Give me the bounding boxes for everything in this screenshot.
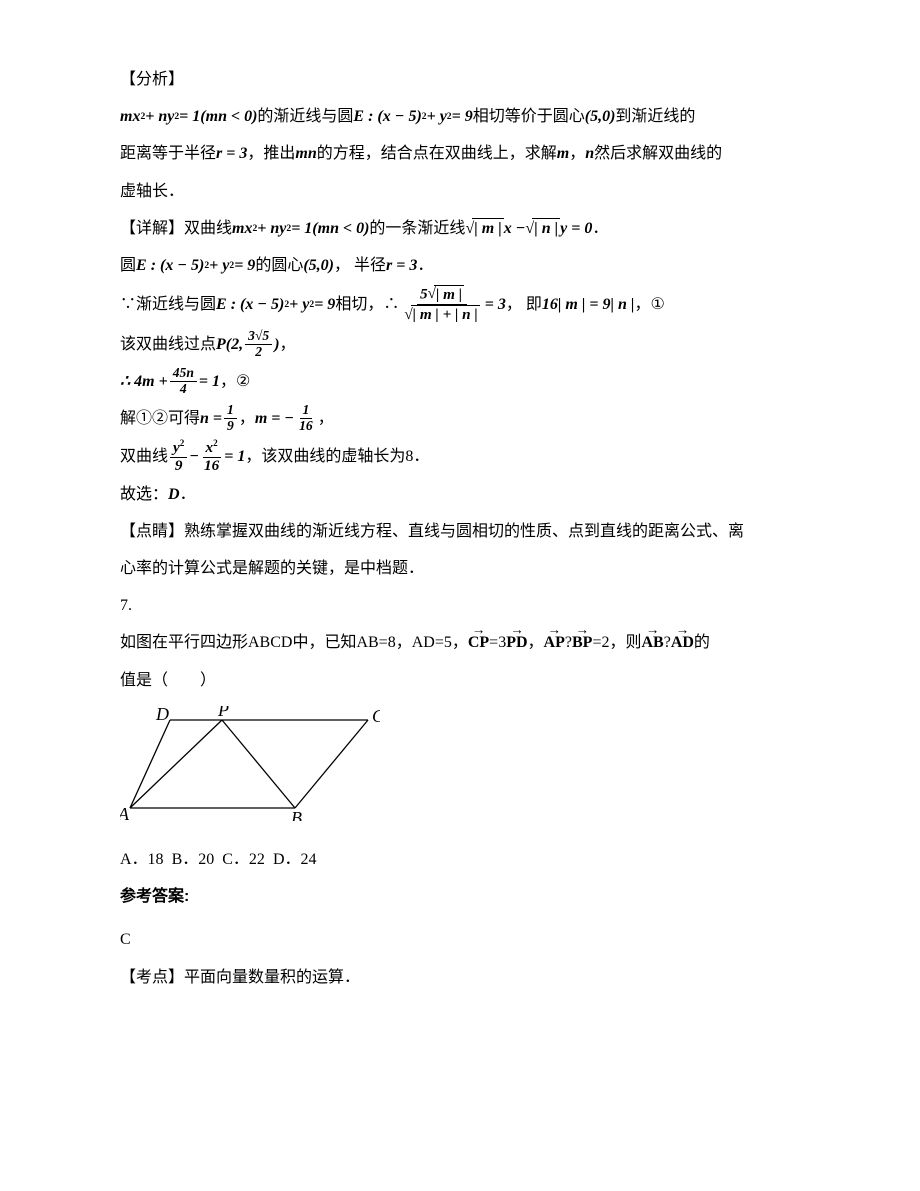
reference-answer-heading: 参考答案: <box>120 879 810 914</box>
detail-para-3: ∵渐近线与圆 E : (x − 5)2 + y2 = 9 相切，∴ 5| m |… <box>120 285 810 324</box>
detail-para-1: 【详解】双曲线 mx2 + ny2 = 1(mn < 0) 的一条渐近线 | m… <box>120 211 810 246</box>
topic-line: 【考点】平面向量数量积的运算． <box>120 960 810 995</box>
tip-para-2: 心率的计算公式是解题的关键，是中档题． <box>120 551 810 586</box>
vector-pd: PD <box>506 625 527 660</box>
detail-para-4: 该双曲线过点 P(2, 3√52 ) ， <box>120 327 810 362</box>
question-number: 7. <box>120 588 810 623</box>
parallelogram-diagram: A B C D P <box>120 706 380 821</box>
tip-para-1: 【点睛】熟练掌握双曲线的渐近线方程、直线与圆相切的性质、点到直线的距离公式、离 <box>120 514 810 549</box>
fraction: 5| m | | m | + | n | <box>401 285 482 324</box>
vector-bp: BP <box>572 625 592 660</box>
mark-2: ② <box>236 364 250 399</box>
tip-label: 【点睛】 <box>120 514 184 549</box>
svg-text:A: A <box>120 804 130 821</box>
vector-ad: AD <box>671 625 694 660</box>
option-d: D．24 <box>273 842 317 877</box>
option-b: B．20 <box>172 842 215 877</box>
detail-para-5: ∴ 4m + 45n4 = 1 ， ② <box>120 364 810 399</box>
options: A．18 B．20 C．22 D．24 <box>120 842 810 877</box>
topic-label: 【考点】 <box>120 960 184 995</box>
analysis-para-1: mx2 + ny2 = 1(mn < 0) 的渐近线与圆 E : (x − 5)… <box>120 99 810 134</box>
math: mx <box>120 99 140 134</box>
question-text-1: 如图在平行四边形ABCD中，已知AB=8，AD=5， CP=3PD， AP?BP… <box>120 625 810 660</box>
svg-text:C: C <box>372 706 380 726</box>
detail-para-6: 解①②可得 n = 19 ， m = − 116 ， <box>120 401 810 436</box>
analysis-label: 【分析】 <box>120 62 184 97</box>
vector-ap: AP <box>544 625 565 660</box>
mark-1: ① <box>650 287 664 322</box>
option-c: C．22 <box>222 842 265 877</box>
answer: C <box>120 922 810 957</box>
detail-label: 【详解】双曲线 <box>120 211 232 246</box>
vector-ab: AB <box>641 625 663 660</box>
sqrt: | m | <box>465 211 503 246</box>
conclusion: 故选：D． <box>120 477 810 512</box>
svg-text:D: D <box>155 706 169 724</box>
detail-para-2: 圆 E : (x − 5)2 + y2 = 9 的圆心 (5,0) ， 半径 r… <box>120 248 810 283</box>
analysis-para-2: 距离等于半径r = 3，推出 mn 的方程，结合点在双曲线上，求解m ， n 然… <box>120 136 810 171</box>
detail-para-7: 双曲线 y29 − x216 = 1 ，该双曲线的虚轴长为8． <box>120 438 810 475</box>
svg-text:P: P <box>217 706 229 720</box>
vector-cp: CP <box>468 625 489 660</box>
svg-text:B: B <box>291 808 302 821</box>
question-text-2: 值是（ ） <box>120 663 810 698</box>
analysis-heading: 【分析】 <box>120 62 810 97</box>
analysis-para-3: 虚轴长． <box>120 174 810 209</box>
option-a: A．18 <box>120 842 164 877</box>
